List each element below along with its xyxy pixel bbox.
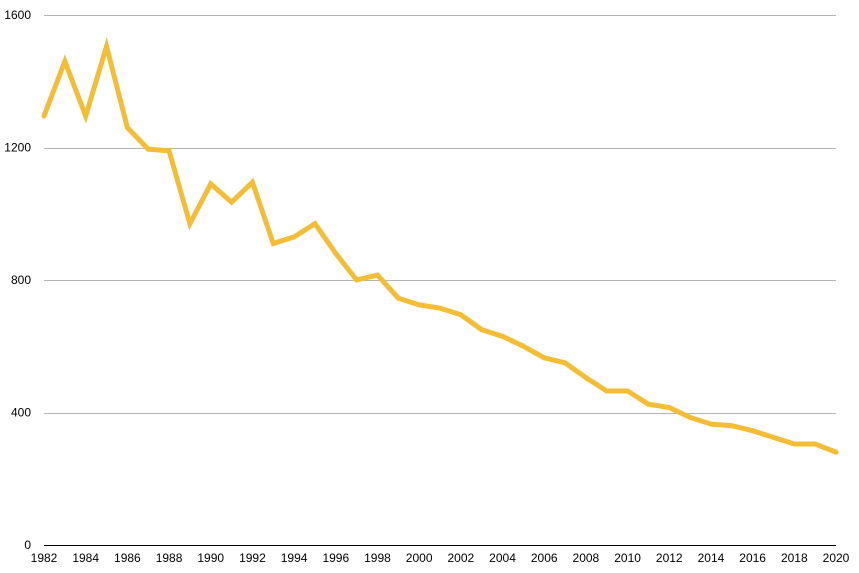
data-point (354, 277, 360, 283)
grid-lines (44, 15, 836, 546)
data-point (104, 43, 110, 49)
x-tick-label: 1996 (322, 551, 349, 565)
data-point (187, 221, 193, 227)
x-tick-label: 1986 (114, 551, 141, 565)
data-point (645, 401, 651, 407)
y-tick-label: 0 (24, 538, 31, 552)
data-point (687, 414, 693, 420)
data-point (479, 327, 485, 333)
data-point (833, 449, 839, 455)
y-tick-label: 800 (11, 273, 31, 287)
y-tick-label: 1600 (4, 8, 31, 22)
x-tick-label: 2016 (739, 551, 766, 565)
data-point (500, 333, 506, 339)
x-tick-label: 2010 (614, 551, 641, 565)
x-tick-label: 1990 (197, 551, 224, 565)
x-axis-ticks: 1982 1984 1986 1988 1990 1992 1994 1996 1998 2000… (31, 551, 850, 565)
data-point (708, 421, 714, 427)
data-point (729, 423, 735, 429)
data-point (62, 58, 68, 64)
x-tick-label: 2008 (573, 551, 600, 565)
x-tick-label: 2000 (406, 551, 433, 565)
x-tick-label: 2020 (823, 551, 850, 565)
data-point (270, 241, 276, 247)
data-point (145, 146, 151, 152)
x-tick-label: 1992 (239, 551, 266, 565)
data-point (812, 441, 818, 447)
x-tick-label: 2018 (781, 551, 808, 565)
data-point (458, 312, 464, 318)
data-point (770, 434, 776, 440)
data-point (604, 388, 610, 394)
data-point (229, 199, 235, 205)
data-point (166, 148, 172, 154)
data-point (395, 295, 401, 301)
data-point (333, 251, 339, 256)
data-point (41, 113, 47, 119)
data-point (312, 221, 318, 227)
data-point (520, 343, 526, 349)
y-axis-ticks: 0 400 800 1200 1600 (4, 8, 31, 552)
data-point (562, 360, 568, 366)
x-tick-label: 2014 (698, 551, 725, 565)
x-tick-label: 1984 (72, 551, 99, 565)
data-point (83, 113, 89, 119)
x-tick-label: 2004 (489, 551, 516, 565)
data-point (374, 272, 380, 278)
data-point (249, 179, 255, 185)
data-point (666, 405, 672, 411)
x-tick-label: 2012 (656, 551, 683, 565)
series-group (41, 37, 839, 455)
y-tick-label: 1200 (4, 141, 31, 155)
y-tick-label: 400 (11, 406, 31, 420)
data-point (750, 428, 756, 434)
data-point (124, 125, 130, 131)
x-tick-label: 2006 (531, 551, 558, 565)
data-point (291, 234, 297, 240)
data-point (437, 305, 443, 311)
x-tick-label: 1982 (31, 551, 58, 565)
data-point (541, 355, 547, 361)
data-point (625, 388, 631, 394)
x-tick-label: 1998 (364, 551, 391, 565)
series-line-0 (41, 37, 837, 455)
x-tick-label: 2002 (447, 551, 474, 565)
data-point (791, 441, 797, 447)
x-tick-label: 1988 (156, 551, 183, 565)
data-point (208, 181, 214, 187)
data-point (583, 375, 589, 381)
x-tick-label: 1994 (281, 551, 308, 565)
data-point (416, 302, 422, 308)
